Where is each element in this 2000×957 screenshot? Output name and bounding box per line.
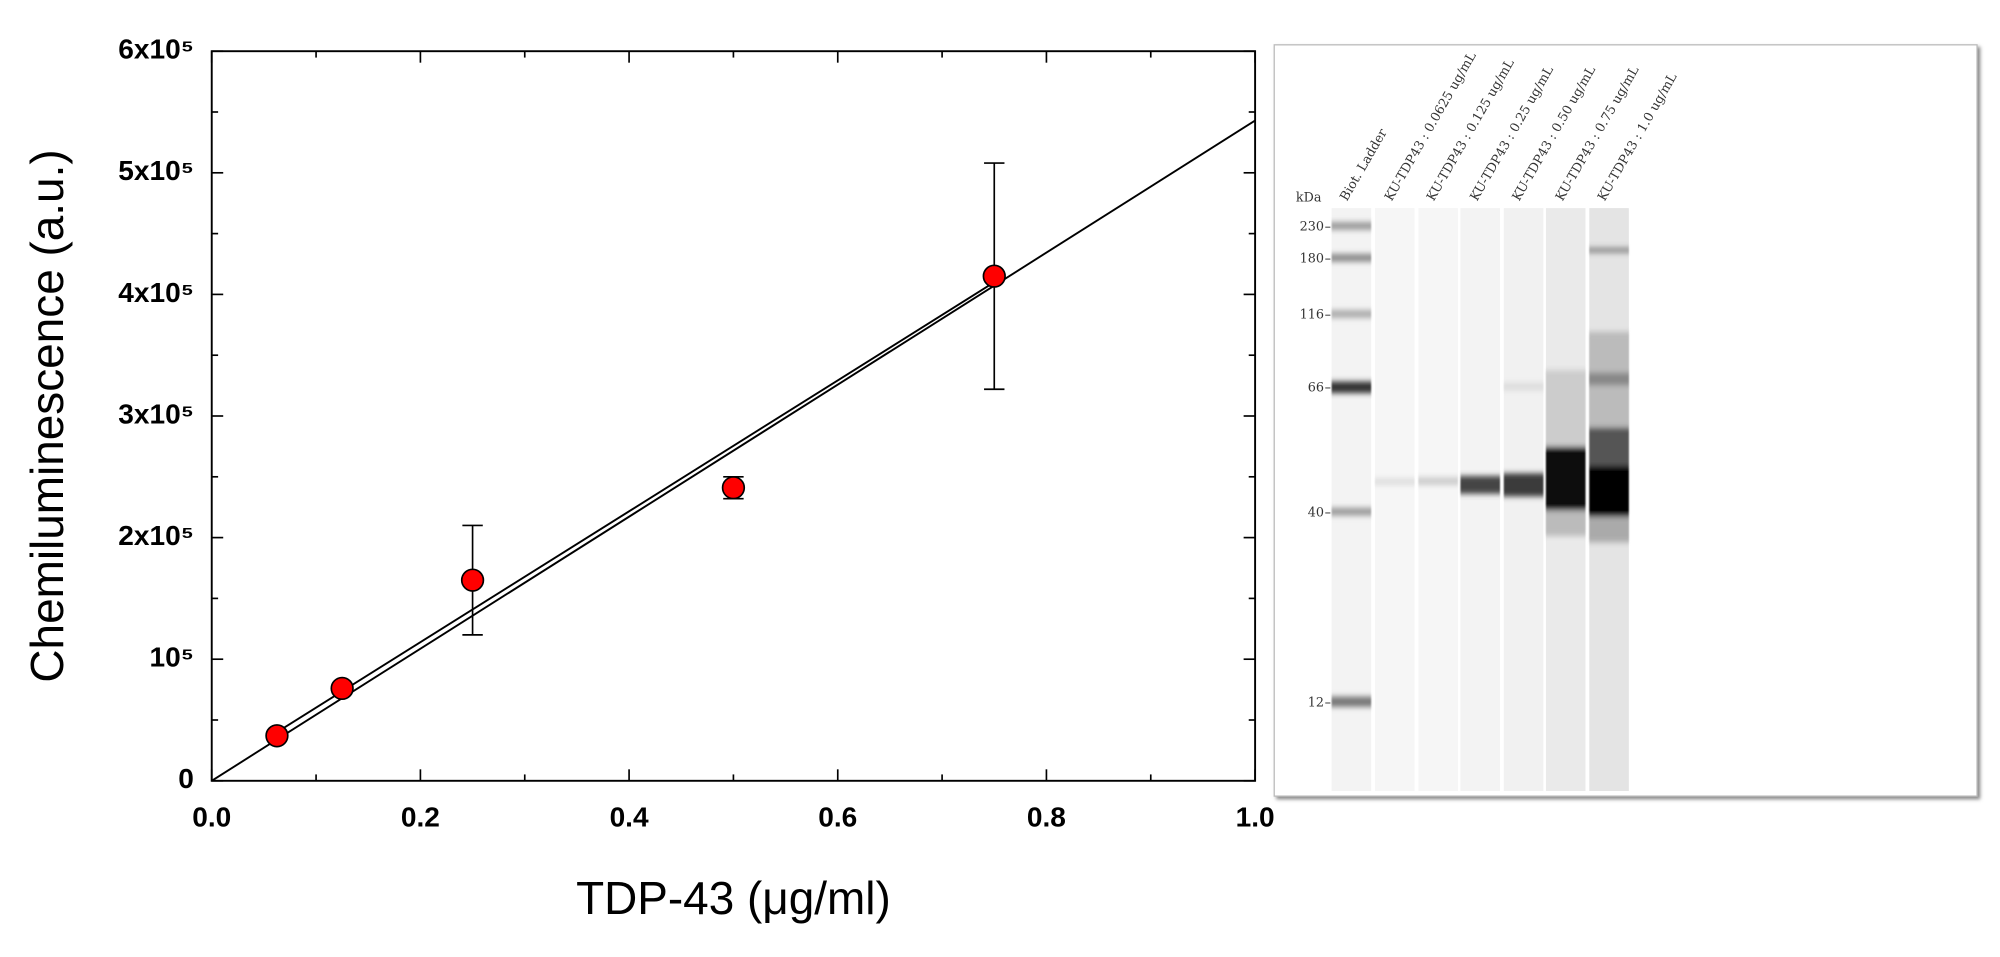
marker-label: 66 — [1308, 380, 1324, 395]
gel-unit-label: kDa — [1296, 191, 1322, 206]
marker-label: 230 — [1300, 220, 1324, 235]
marker-label: 180 — [1300, 252, 1324, 267]
y-tick-label: 10⁵ — [150, 642, 194, 673]
x-tick-label: 0.0 — [192, 801, 231, 832]
fit-line — [276, 281, 995, 733]
fit-line — [211, 119, 1256, 782]
data-point — [265, 724, 289, 748]
x-axis-label: TDP-43 (μg/ml) — [576, 872, 891, 924]
x-tick-label: 0.8 — [1027, 801, 1066, 832]
data-point — [721, 476, 746, 500]
y-tick-label: 4x10⁵ — [118, 277, 194, 308]
y-tick-label: 3x10⁵ — [118, 398, 194, 429]
y-tick-label: 5x10⁵ — [118, 155, 194, 186]
y-tick-label: 2x10⁵ — [118, 520, 194, 551]
data-point — [460, 568, 485, 592]
x-tick-label: 0.4 — [610, 801, 649, 832]
x-tick-label: 0.2 — [401, 801, 440, 832]
x-tick-label: 0.6 — [818, 801, 857, 832]
marker-label: 40 — [1308, 505, 1324, 520]
y-tick-label: 6x10⁵ — [118, 34, 194, 65]
data-point — [330, 676, 354, 701]
x-tick-label: 1.0 — [1236, 801, 1275, 832]
data-point — [982, 264, 1006, 288]
chart: TDP-43 (μg/ml) Chemiluminescence (a.u.) … — [21, 34, 1274, 924]
gel-bands — [1331, 222, 1629, 707]
marker-label: 12 — [1308, 695, 1324, 710]
y-tick-label: 0 — [178, 763, 194, 794]
y-axis-label: Chemiluminescence (a.u.) — [21, 149, 73, 682]
plot-frame — [210, 50, 1257, 782]
marker-label: 116 — [1300, 308, 1324, 323]
